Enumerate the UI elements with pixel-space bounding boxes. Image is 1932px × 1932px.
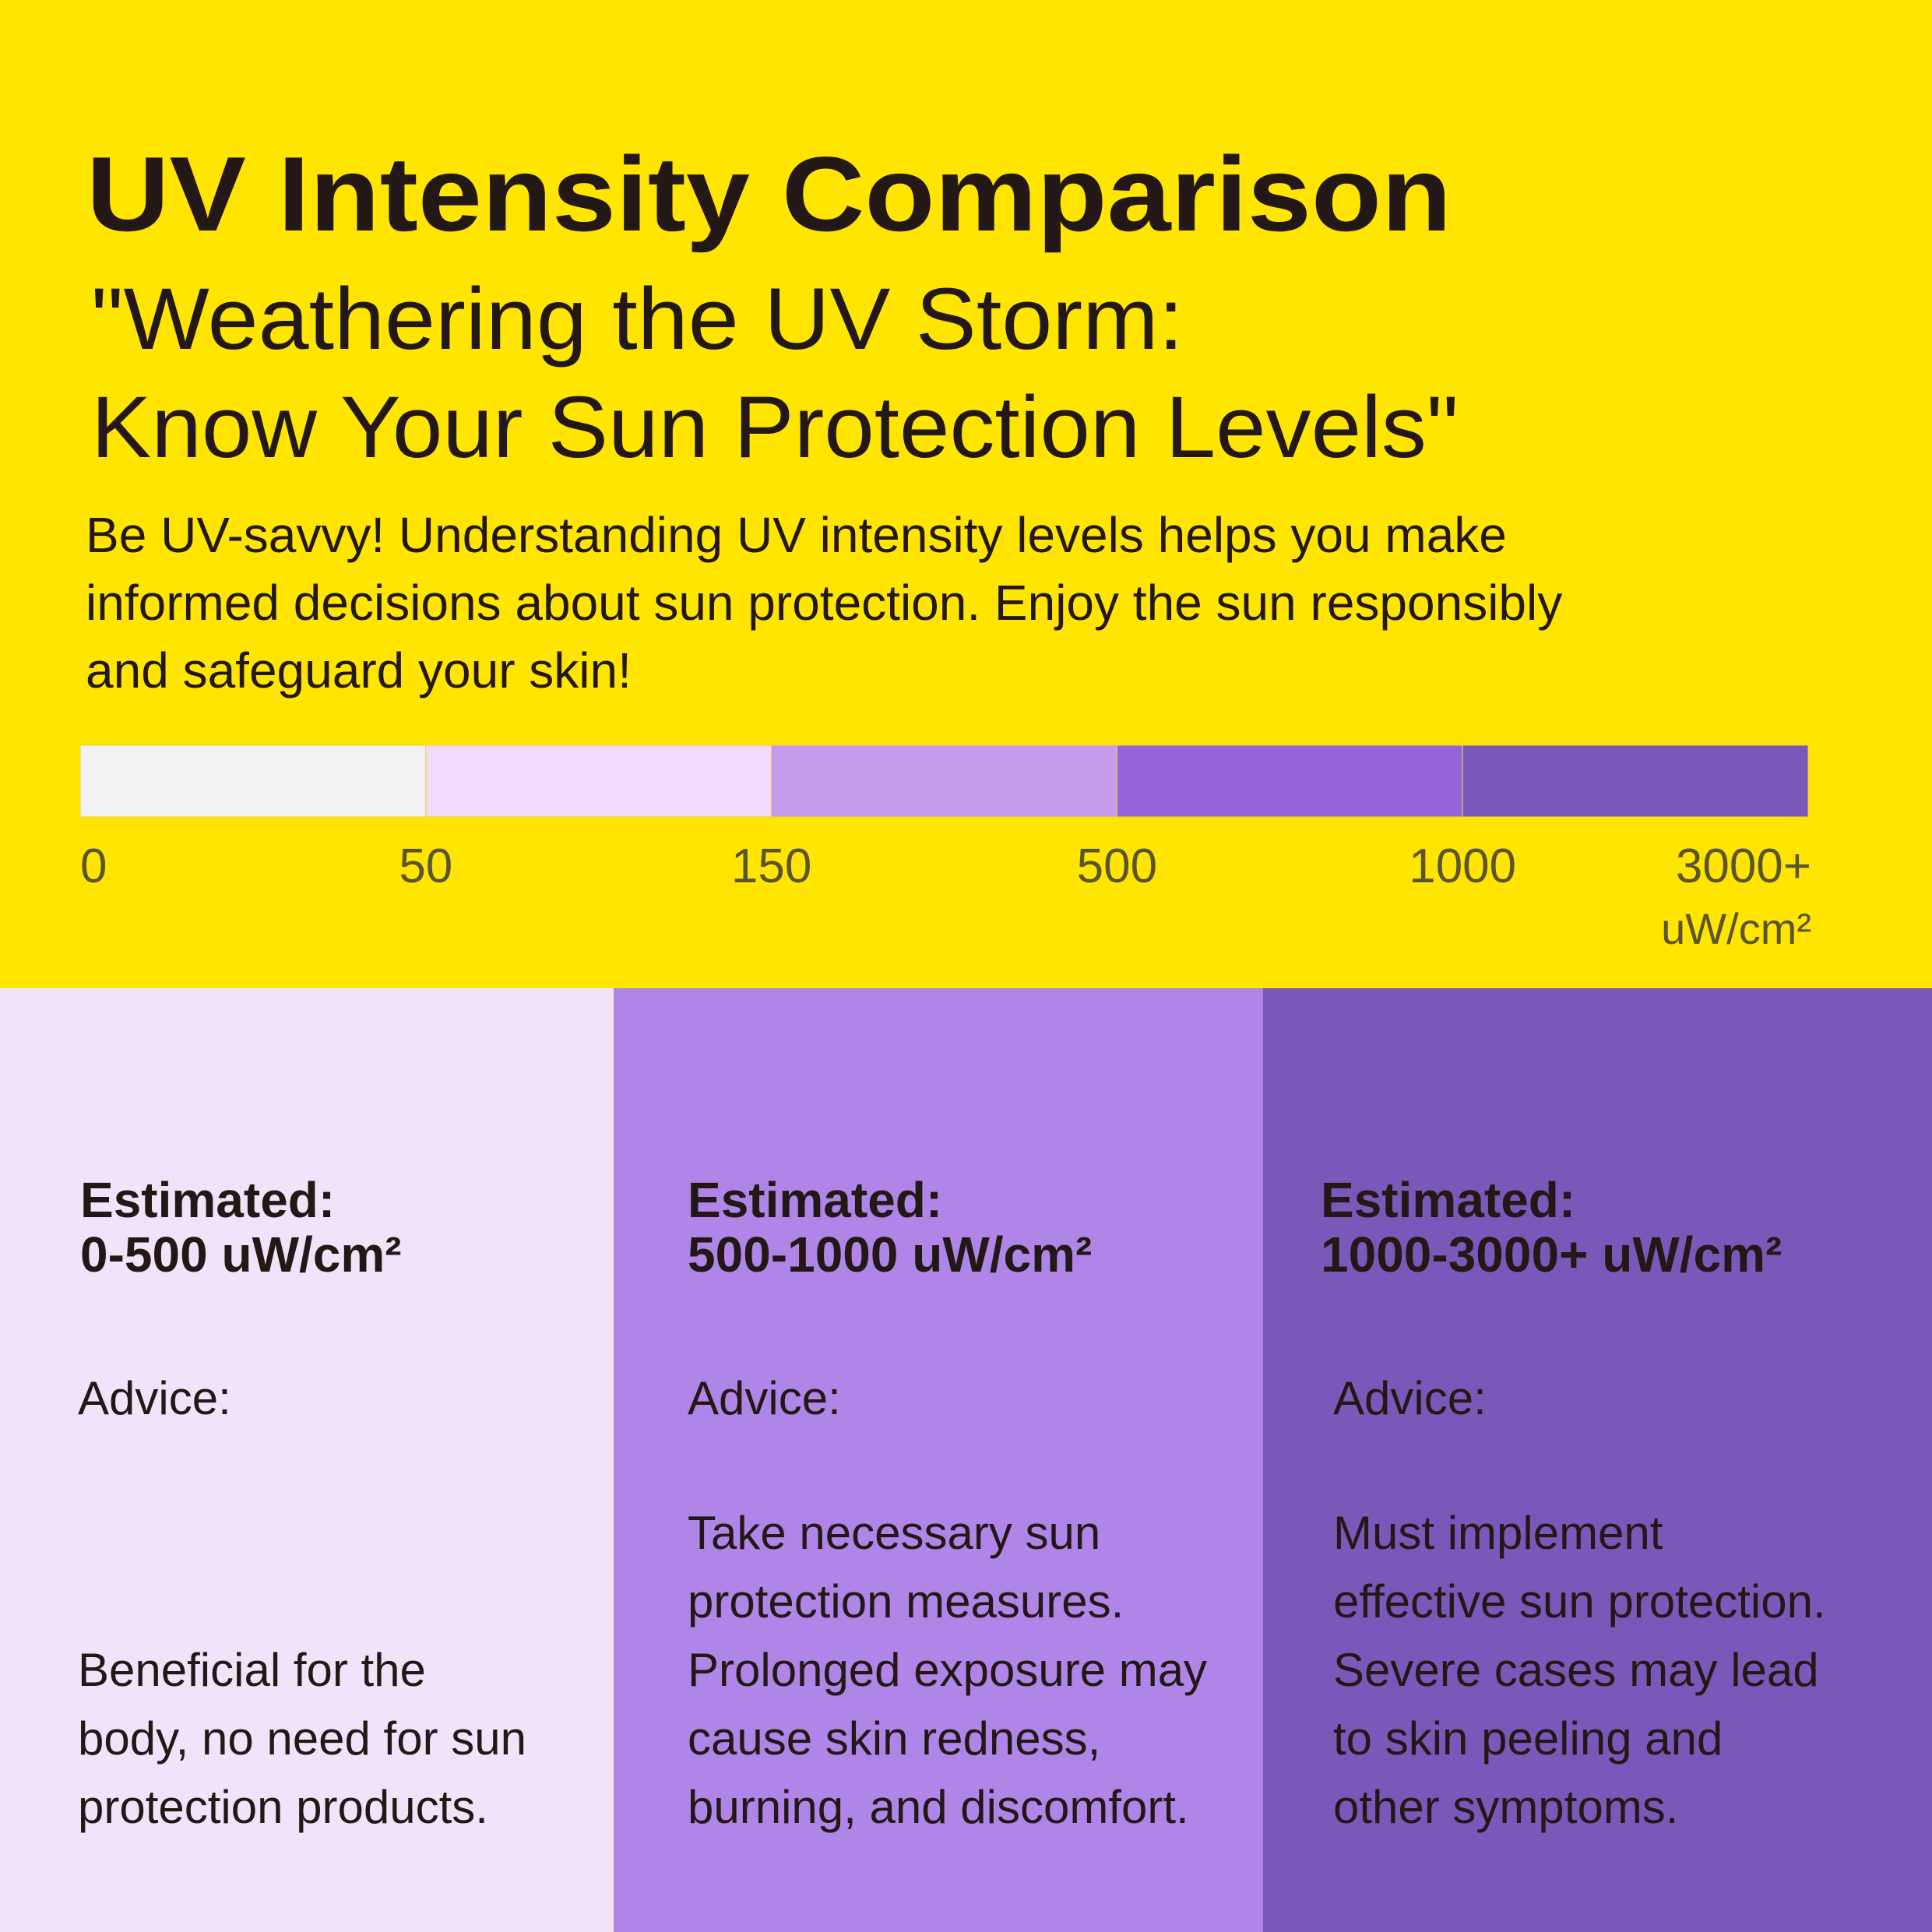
- advice-text: Prolonged exposure may: [688, 1644, 1207, 1696]
- advice-text: Must implement: [1333, 1507, 1663, 1559]
- scale-segment: [1462, 744, 1809, 818]
- panel-background: [1263, 988, 1932, 1932]
- scale-label: 0: [80, 839, 107, 893]
- advice-text: protection products.: [78, 1781, 488, 1833]
- estimated-range: 1000-3000+ uW/cm²: [1321, 1226, 1782, 1283]
- panel-background: [0, 988, 614, 1932]
- advice-text: Take necessary sun: [688, 1507, 1100, 1559]
- advice-label: Advice:: [688, 1372, 841, 1424]
- scale-label: 150: [731, 839, 811, 893]
- estimated-label: Estimated:: [1321, 1172, 1575, 1228]
- estimated-label: Estimated:: [80, 1172, 335, 1228]
- advice-text: Beneficial for the: [78, 1644, 426, 1696]
- scale-segment: [425, 744, 772, 818]
- header-background: [0, 0, 1932, 988]
- estimated-range: 500-1000 uW/cm²: [688, 1226, 1092, 1283]
- advice-text: other symptoms.: [1333, 1781, 1678, 1833]
- advice-text: Severe cases may lead: [1333, 1644, 1819, 1696]
- estimated-range: 0-500 uW/cm²: [80, 1226, 402, 1283]
- subtitle: Know Your Sun Protection Levels": [91, 378, 1459, 476]
- scale-unit: uW/cm²: [1661, 904, 1811, 953]
- scale-label: 3000+: [1676, 839, 1811, 893]
- panel-background: [614, 988, 1263, 1932]
- advice-text: burning, and discomfort.: [688, 1781, 1189, 1833]
- advice-text: cause skin redness,: [688, 1712, 1100, 1765]
- description: informed decisions about sun protection.…: [86, 575, 1562, 631]
- title: UV Intensity Comparison: [86, 135, 1452, 253]
- advice-text: protection measures.: [688, 1575, 1124, 1628]
- scale-label: 500: [1077, 839, 1157, 893]
- advice-label: Advice:: [1333, 1372, 1487, 1424]
- scale-label: 50: [399, 839, 452, 893]
- scale-segment: [771, 744, 1117, 818]
- description: Be UV-savvy! Understanding UV intensity …: [86, 507, 1507, 563]
- advice-text: to skin peeling and: [1333, 1712, 1723, 1765]
- scale-segment: [1116, 744, 1463, 818]
- scale-label: 1000: [1409, 839, 1516, 893]
- scale-segment: [79, 744, 427, 818]
- estimated-label: Estimated:: [688, 1172, 942, 1228]
- description: and safeguard your skin!: [86, 642, 632, 699]
- advice-label: Advice:: [78, 1372, 231, 1424]
- subtitle: "Weathering the UV Storm:: [91, 270, 1184, 368]
- advice-text: effective sun protection.: [1333, 1575, 1826, 1628]
- advice-text: body, no need for sun: [78, 1712, 526, 1765]
